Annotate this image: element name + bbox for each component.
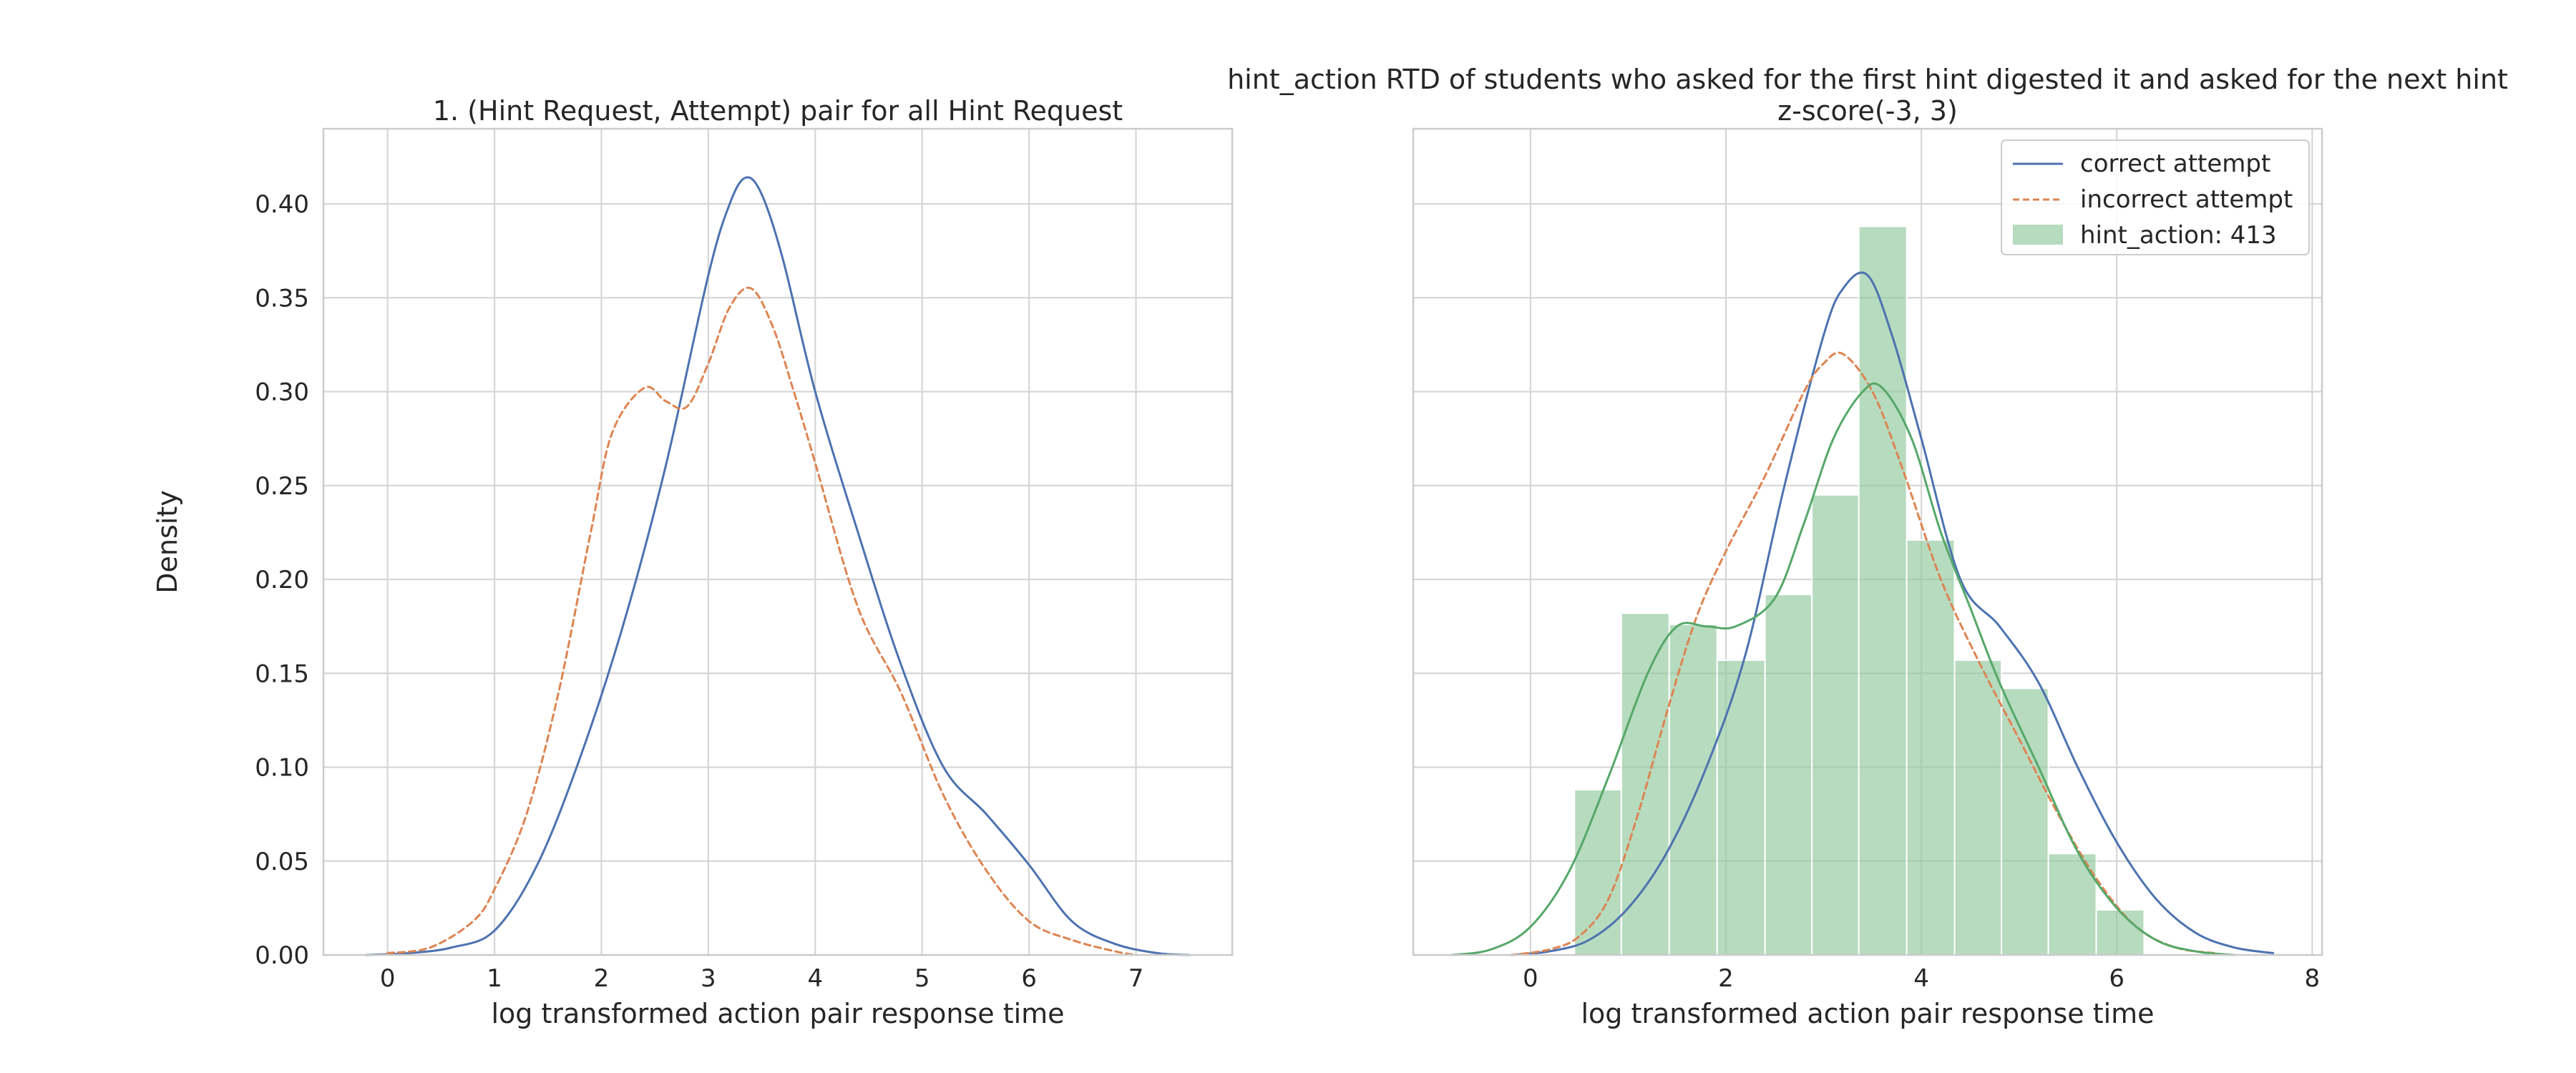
y-tick-label: 0.00 [255, 941, 309, 970]
legend-box [2001, 139, 2310, 255]
legend-label-hint-action: hint_action: 413 [2080, 221, 2277, 250]
y-tick-label: 0.30 [255, 378, 309, 407]
legend-label-incorrect-attempt: incorrect attempt [2080, 185, 2293, 214]
y-tick-label: 0.15 [255, 660, 309, 688]
density-line [365, 176, 1191, 956]
right-axes-frame [1412, 127, 2323, 956]
histogram-bar [1668, 624, 1718, 956]
histogram-bar [1620, 612, 1670, 956]
left-axes-frame [322, 127, 1234, 956]
histogram-bar [2001, 687, 2049, 956]
histogram-bar [1953, 659, 2003, 956]
y-tick-label: 0.25 [255, 472, 309, 501]
left-density-lines [365, 176, 1191, 956]
x-tick-label: 4 [1913, 964, 1929, 993]
legend: correct attempt incorrect attempt hint_a… [2001, 139, 2310, 255]
y-tick-label: 0.05 [255, 848, 309, 876]
histogram-bar [1574, 789, 1622, 956]
histogram-bar [2047, 853, 2097, 956]
right-chart-panel: 0 2 4 6 8 hint_action RTD of students who as… [1227, 64, 2508, 1029]
x-tick-label: 3 [701, 964, 716, 993]
right-histogram [1574, 225, 2145, 956]
left-x-axis-label: log transformed action pair response tim… [491, 998, 1064, 1029]
left-y-axis-label: Density [152, 490, 183, 593]
histogram-bar [1764, 594, 1813, 956]
y-tick-label: 0.20 [255, 566, 309, 594]
right-density-lines [1451, 271, 2275, 956]
x-tick-label: 8 [2305, 964, 2321, 993]
x-tick-label: 2 [594, 964, 610, 993]
y-tick-label: 0.35 [255, 284, 309, 313]
density-line [1451, 382, 2235, 956]
x-tick-label: 0 [1523, 964, 1538, 993]
histogram-bar [1811, 494, 1860, 956]
legend-swatch-hint-action [2013, 225, 2063, 245]
density-line [1510, 271, 2275, 956]
y-tick-label: 0.10 [255, 754, 309, 783]
x-tick-label: 5 [914, 964, 930, 993]
left-grid [323, 129, 1232, 956]
y-tick-label: 0.40 [255, 190, 309, 219]
x-tick-label: 7 [1128, 964, 1144, 993]
x-tick-label: 6 [2109, 964, 2124, 993]
x-tick-label: 1 [487, 964, 502, 993]
x-tick-label: 4 [807, 964, 823, 993]
histogram-bar [1858, 225, 1908, 956]
right-x-axis-label: log transformed action pair response tim… [1581, 998, 2154, 1029]
right-x-tick-labels: 0 2 4 6 8 [1523, 964, 2320, 993]
right-chart-subtitle: z-score(-3, 3) [1777, 95, 1958, 127]
left-y-tick-labels: 0.00 0.05 0.10 0.15 0.20 0.25 0.30 0.35 0.40 [255, 190, 309, 970]
left-chart-title: 1. (Hint Request, Attempt) pair for all … [433, 95, 1123, 127]
histogram-bar [1906, 539, 1956, 956]
x-tick-label: 0 [380, 964, 396, 993]
histogram-bar [2095, 909, 2145, 956]
right-chart-title: hint_action RTD of students who asked fo… [1227, 64, 2508, 95]
density-line [386, 286, 1137, 956]
x-tick-label: 6 [1021, 964, 1037, 993]
x-tick-label: 2 [1718, 964, 1734, 993]
left-plot-area [323, 129, 1232, 955]
left-chart-panel: 0 1 2 3 4 5 6 7 0.00 0.05 0.10 0.15 0.20 0.25 0.30 0.3… [152, 95, 1234, 1029]
legend-label-correct-attempt: correct attempt [2080, 150, 2270, 178]
left-x-tick-labels: 0 1 2 3 4 5 6 7 [380, 964, 1144, 993]
histogram-bar [1716, 659, 1766, 956]
